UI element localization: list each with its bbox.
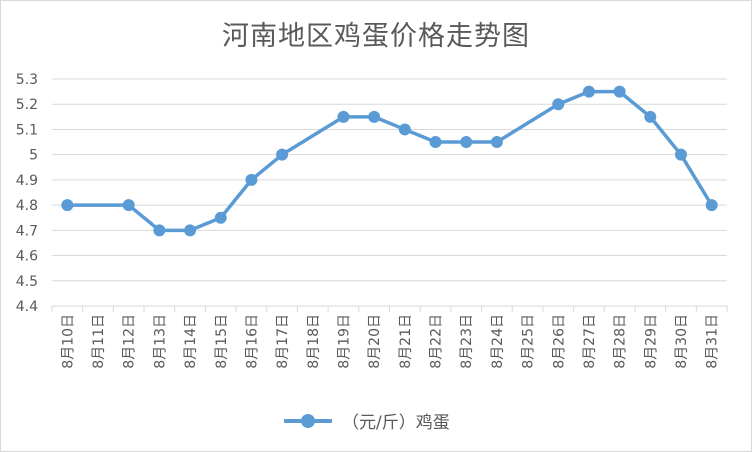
x-tick-label: 8月16日 [244,314,260,369]
y-tick-label: 4.4 [16,299,38,315]
x-tick-label: 8月24日 [490,314,506,369]
y-tick-label: 4.7 [16,223,38,239]
x-tick-label: 8月23日 [459,314,475,369]
legend-swatch [280,410,336,430]
x-tick-label: 8月17日 [275,314,291,369]
x-tick-label: 8月29日 [643,314,659,369]
x-tick-label: 8月21日 [398,314,414,369]
x-tick-label: 8月26日 [551,314,567,369]
y-tick-label: 5.3 [16,72,38,88]
x-tick-label: 8月20日 [367,314,383,369]
y-axis-ticks: 4.4 4.5 4.6 4.7 4.8 4.9 5 5.1 5.2 5.3 [16,72,38,315]
legend: （元/斤）鸡蛋 [280,406,450,434]
x-tick-label: 8月25日 [521,314,537,369]
data-point [552,98,565,111]
x-tick-label: 8月28日 [613,314,629,369]
data-point [276,148,289,161]
data-point [368,110,381,123]
x-tick-label: 8月18日 [306,314,322,369]
data-point [337,110,350,123]
y-tick-label: 4.9 [16,173,38,189]
x-tick-label: 8月31日 [705,314,721,369]
x-axis-labels: 8月10日 8月11日 8月12日 8月13日 8月14日 8月15日 8月16日 8月17日… [60,314,720,369]
legend-label: （元/斤）鸡蛋 [342,412,450,433]
series-line [67,89,714,233]
data-point [674,148,687,161]
y-tick-label: 4.8 [16,198,38,214]
data-point [214,211,227,224]
data-point [644,110,657,123]
data-point [61,199,74,212]
data-point [705,199,718,212]
x-tick-label: 8月19日 [336,314,352,369]
data-point [582,85,595,98]
data-point [153,224,166,237]
x-tick-label: 8月10日 [60,314,76,369]
series-group [61,85,718,237]
data-point [490,136,503,149]
data-point [122,199,135,212]
data-point [613,85,626,98]
y-tick-label: 4.5 [16,274,38,290]
x-tick-label: 8月14日 [183,314,199,369]
chart-title: 河南地区鸡蛋价格走势图 [222,21,530,52]
x-tick-label: 8月15日 [214,314,230,369]
data-point [398,123,411,136]
gridlines [52,78,727,307]
x-tick-label: 8月12日 [122,314,138,369]
data-point [429,136,442,149]
x-tick-label: 8月22日 [429,314,445,369]
x-tick-label: 8月30日 [674,314,690,369]
y-tick-label: 5.1 [16,122,38,138]
y-tick-label: 4.6 [16,249,38,265]
x-tick-label: 8月13日 [152,314,168,369]
data-point [245,173,258,186]
x-axis-ticks [51,306,728,312]
data-point [184,224,197,237]
x-tick-label: 8月27日 [582,314,598,369]
data-point [460,136,473,149]
x-tick-label: 8月11日 [91,314,107,369]
y-tick-label: 5.2 [16,97,38,113]
y-tick-label: 5 [29,148,38,164]
